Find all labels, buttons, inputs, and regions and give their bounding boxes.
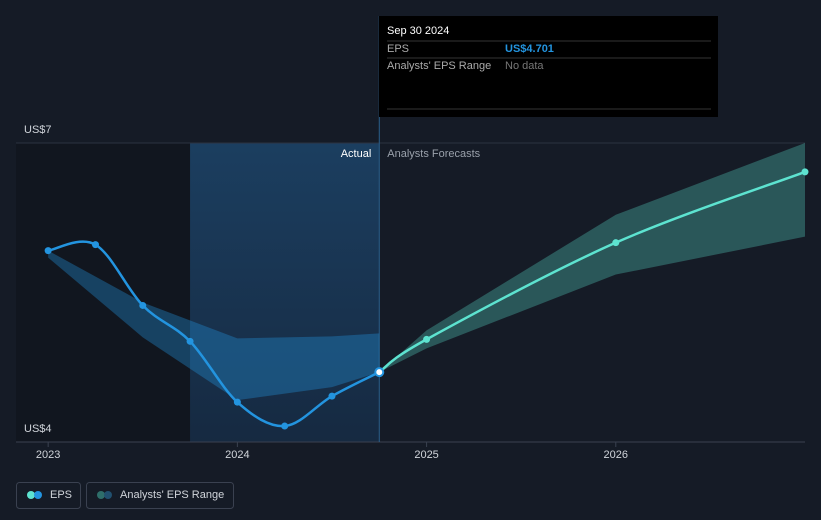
range-band [48,250,380,401]
legend-item[interactable] [86,482,234,509]
point [612,239,620,247]
line [378,170,806,374]
x-tick-label: 2025 [414,449,438,461]
point [91,241,99,249]
point [328,392,336,400]
point [374,367,385,378]
point [801,168,809,176]
divider-label: Actual [341,148,372,160]
y-tick-label: US$7 [24,124,52,136]
line [47,240,380,428]
tooltip-label: Analysts' EPS Range [387,60,491,72]
legend-label: Analysts' EPS Range [120,489,224,501]
x-tick-label: 2023 [36,449,60,461]
x-tick-label: 2026 [604,449,628,461]
point [423,335,431,343]
tooltip: Sep 30 2024 EPS US$4.701 Analysts' EPS R… [379,16,718,117]
legend-swatch [34,491,42,499]
legend-swatch [97,491,105,499]
x-tick-label: 2024 [225,449,249,461]
tooltip-value: US$4.701 [505,43,554,55]
tooltip-date: Sep 30 2024 [387,25,449,37]
y-tick-label: US$4 [24,423,52,435]
point [281,422,289,430]
past-shade [16,143,191,442]
point [233,398,241,406]
divider-label: Analysts Forecasts [387,148,480,160]
tooltip-box [379,16,718,117]
point [44,247,52,255]
highlight [190,143,380,442]
legend-swatch [27,491,35,499]
legend-item[interactable] [16,482,81,509]
plot: US$4 US$7 2023 2024 2025 2026 Actual Analysts F… [16,16,809,461]
point [139,301,147,309]
range-band [379,143,805,373]
legend: EPS Analysts' EPS Range [16,482,234,509]
point [186,337,194,345]
legend-label: EPS [50,489,72,501]
tooltip-value: No data [505,60,544,72]
legend-swatch [104,491,112,499]
tooltip-label: EPS [387,43,409,55]
